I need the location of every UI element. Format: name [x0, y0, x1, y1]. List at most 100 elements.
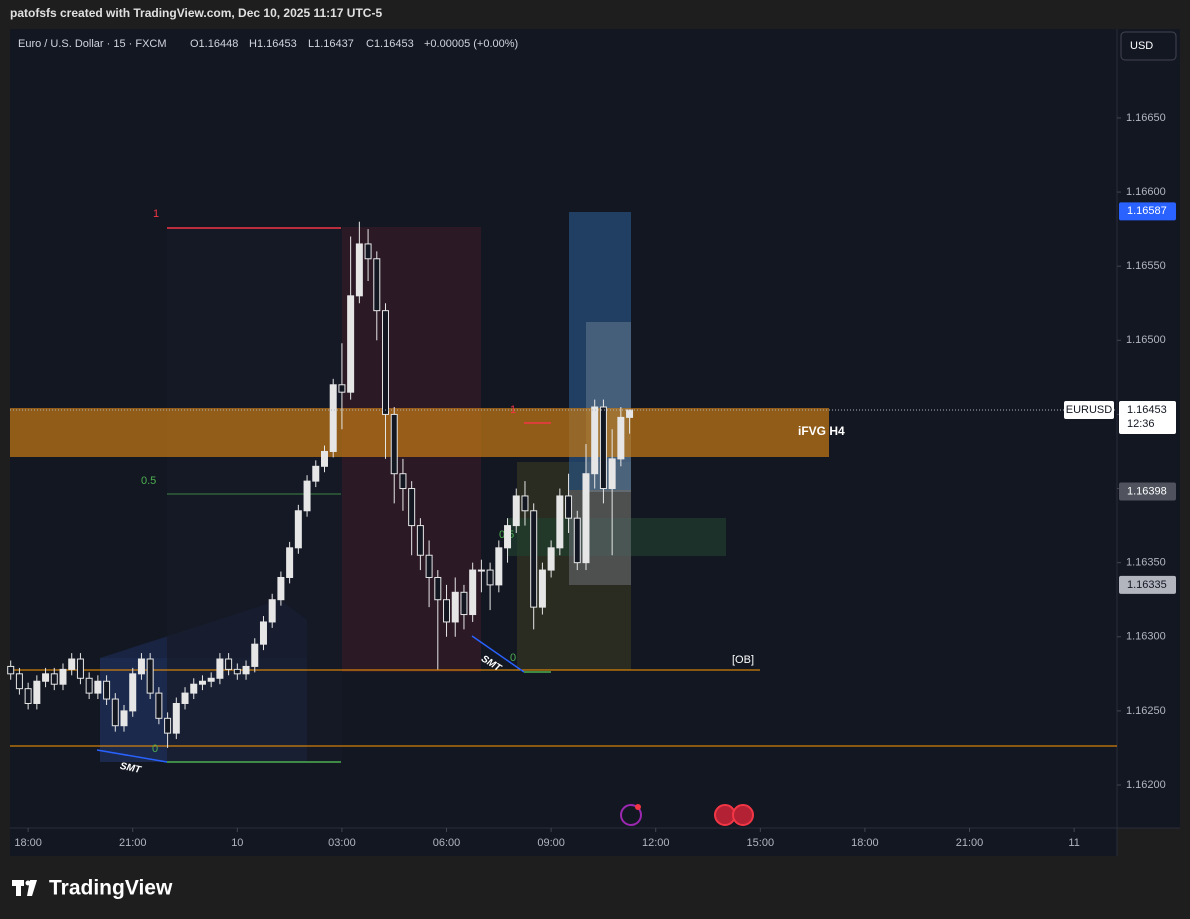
last-price-tag: [1119, 400, 1176, 434]
candle-body: [155, 692, 163, 719]
candle-body: [225, 658, 233, 670]
candle-body: [85, 677, 93, 694]
candle-body: [573, 517, 581, 564]
y-tick-label: 1.16600: [1126, 186, 1166, 198]
currency-label[interactable]: USD: [1130, 40, 1153, 52]
price-tag: [1119, 202, 1176, 221]
x-tick-label: 10: [231, 837, 243, 849]
legend-close: C1.16453: [366, 38, 414, 50]
candle-body: [408, 488, 416, 527]
candle-body: [469, 569, 477, 616]
candle-body: [416, 525, 424, 556]
candle-body: [373, 258, 381, 312]
x-tick-label: 09:00: [537, 837, 565, 849]
candle-body: [15, 673, 23, 690]
candle-body: [338, 384, 346, 393]
zone-label: iFVG H4: [798, 424, 845, 438]
candle-body: [382, 310, 390, 415]
time-axis: [10, 828, 1117, 856]
header-title: patofsfs created with TradingView.com, D…: [10, 6, 382, 20]
y-tick-label: 1.16550: [1126, 260, 1166, 272]
ifvg-zone: [10, 408, 829, 457]
logo: [12, 880, 37, 896]
candle-body: [76, 658, 84, 679]
candle-body: [530, 510, 538, 608]
fib-label: 0: [152, 743, 158, 755]
candle-body: [434, 576, 442, 601]
price-tag: [1119, 575, 1176, 594]
candle-body: [50, 673, 58, 685]
symbol-label: EURUSD: [1066, 404, 1113, 416]
symbol-tag: [1064, 400, 1114, 419]
smt-label: SMT: [119, 761, 143, 776]
candle-body: [103, 680, 111, 700]
x-tick-label: 03:00: [328, 837, 356, 849]
x-tick-label: 06:00: [433, 837, 461, 849]
brand: TradingView: [49, 877, 173, 900]
candle-body: [521, 495, 529, 512]
candle-body: [277, 576, 285, 601]
candle-body: [216, 658, 224, 679]
y-tick-label: 1.16250: [1126, 705, 1166, 717]
candle-body: [68, 658, 76, 670]
candle-body: [233, 668, 241, 675]
candle-body: [495, 547, 503, 586]
candle-body: [320, 450, 328, 467]
x-tick-label: 11: [1068, 837, 1079, 849]
y-tick-label: 1.16350: [1126, 557, 1166, 569]
legend-symbol: Euro / U.S. Dollar · 15 · FXCM: [18, 38, 167, 50]
candle-body: [582, 473, 590, 564]
candle-body: [591, 406, 599, 475]
fib-label: 0.5: [141, 475, 156, 487]
candle-body: [251, 643, 259, 667]
candle-body: [460, 591, 468, 616]
candle-body: [129, 673, 137, 712]
fib-range: [167, 228, 342, 762]
y-tick-label: 1.16500: [1126, 334, 1166, 346]
candle-body: [504, 525, 512, 549]
price-tag-label: 1.16398: [1127, 485, 1167, 497]
x-tick-label: 12:00: [642, 837, 670, 849]
candle-body: [364, 243, 372, 260]
candle-body: [355, 243, 363, 297]
candle-body: [477, 569, 485, 572]
legend-open: O1.16448: [190, 38, 238, 50]
candle-body: [120, 710, 128, 727]
fib-label: 1: [510, 404, 516, 416]
candle-body: [24, 688, 32, 704]
candle-body: [181, 692, 189, 704]
y-tick-label: 1.16650: [1126, 112, 1166, 124]
price-tag: [1119, 482, 1176, 501]
candle-body: [94, 680, 102, 694]
candle-body: [33, 680, 41, 704]
x-tick-label: 21:00: [119, 837, 147, 849]
candle-body: [198, 680, 206, 685]
currency-button[interactable]: [1120, 31, 1177, 61]
x-tick-label: 15:00: [747, 837, 775, 849]
candle-body: [207, 677, 215, 682]
legend-change: +0.00005 (+0.00%): [424, 38, 518, 50]
fib-label: 1: [153, 208, 159, 220]
candle-body: [172, 702, 180, 734]
legend-low: L1.16437: [308, 38, 354, 50]
candle-body: [259, 621, 267, 645]
candle-body: [399, 473, 407, 490]
candle-body: [286, 547, 294, 578]
candle-body: [190, 683, 198, 694]
event-dot: [635, 804, 641, 810]
y-tick-label: 1.16200: [1126, 779, 1166, 791]
candle-body: [303, 480, 311, 512]
x-tick-label: 18:00: [14, 837, 42, 849]
candle-body: [443, 599, 451, 623]
x-tick-label: 18:00: [851, 837, 879, 849]
event-icon[interactable]: [620, 804, 642, 826]
flag-icon[interactable]: [732, 804, 754, 826]
candle-body: [512, 495, 520, 527]
countdown-label: 12:36: [1127, 418, 1155, 430]
price-tag-label: 1.16335: [1127, 579, 1167, 591]
candle-body: [547, 547, 555, 571]
candle-body: [626, 409, 634, 418]
candle-body: [347, 295, 355, 393]
candle-body: [242, 665, 250, 675]
